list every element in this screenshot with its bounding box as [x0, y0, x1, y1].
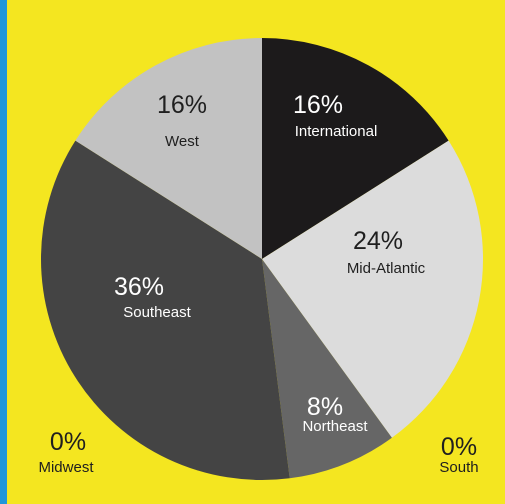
data-label-south-name: South: [439, 459, 478, 476]
data-label-mid-atlantic-percent: 24%: [353, 227, 403, 255]
slice-northeast: [262, 259, 392, 479]
pie-slices: [40, 38, 484, 481]
slice-southeast: [40, 140, 290, 481]
data-label-mid-atlantic-name: Mid-Atlantic: [347, 260, 426, 277]
data-label-northeast-name: Northeast: [302, 418, 368, 435]
data-label-international-percent: 16%: [293, 91, 343, 119]
data-label-midwest-percent: 0%: [50, 428, 86, 456]
data-label-southeast-name: Southeast: [123, 304, 191, 321]
pie-labels: 16% International 24% Mid-Atlantic 8%Northea…: [38, 91, 478, 476]
slice-mid-atlantic: [262, 140, 484, 438]
data-label-west-name: West: [165, 133, 200, 150]
data-label-southeast-percent: 36%: [114, 273, 164, 301]
data-label-west-percent: 16%: [157, 91, 207, 119]
slice-west: [75, 38, 263, 259]
data-label-northeast-percent: 8%: [307, 393, 343, 421]
data-label-midwest-name: Midwest: [38, 459, 94, 476]
left-accent-bar: [0, 0, 7, 504]
data-label-south-percent: 0%: [441, 433, 477, 461]
slice-international: [262, 38, 449, 259]
data-label-international-name: International: [295, 123, 378, 140]
